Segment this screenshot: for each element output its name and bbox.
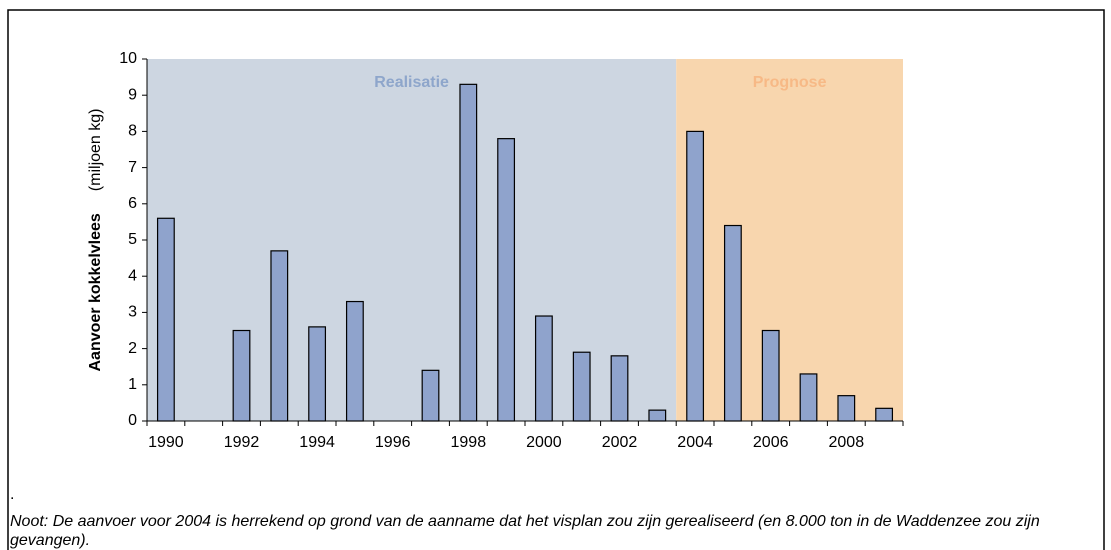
- x-tick-label: 1998: [451, 434, 487, 451]
- x-tick-label: 2006: [753, 434, 789, 451]
- x-tick-label: 1992: [224, 434, 260, 451]
- note: Noot: De aanvoer voor 2004 is herrekend …: [10, 513, 1040, 549]
- region: [676, 59, 903, 421]
- y-tick-label: 4: [128, 267, 137, 284]
- bar: [232, 329, 251, 422]
- y-tick-label: 6: [128, 195, 137, 212]
- x-tick-label: 1994: [299, 434, 335, 451]
- frame: [7, 9, 1105, 550]
- bar: [723, 224, 742, 422]
- region-label: Realisatie: [374, 74, 449, 91]
- region: [147, 59, 677, 421]
- y-tick-label: 0: [128, 412, 137, 429]
- y-tick-label: 3: [128, 304, 137, 321]
- y-tick-label: 2: [128, 340, 137, 357]
- bar: [837, 395, 856, 422]
- y-tick-label: 9: [128, 86, 137, 103]
- bar: [875, 407, 894, 422]
- y-axis-label: Aanvoer kokkelvlees (miljoen kg): [87, 108, 104, 371]
- note-marker: .: [10, 486, 15, 503]
- y-tick-label: 8: [128, 123, 137, 140]
- bar: [497, 138, 516, 422]
- y-tick-label: 1: [128, 376, 137, 393]
- y-tick-label: 7: [128, 159, 137, 176]
- bar: [308, 326, 327, 422]
- bar: [761, 329, 780, 422]
- x-tick-label: 1990: [148, 434, 184, 451]
- bar: [572, 351, 591, 422]
- bar: [345, 300, 364, 422]
- x-tick-label: 1996: [375, 434, 411, 451]
- bar: [686, 130, 705, 422]
- x-tick-label: 2008: [829, 434, 865, 451]
- y-unit: (miljoen kg): [87, 108, 104, 191]
- y-tick-label: 10: [119, 50, 137, 67]
- bar: [156, 217, 175, 422]
- bar: [459, 83, 478, 422]
- region-label: Prognose: [753, 74, 827, 91]
- bar: [799, 373, 818, 422]
- bar: [270, 250, 289, 422]
- bar: [648, 409, 667, 422]
- y-label: Aanvoer kokkelvlees: [87, 213, 104, 371]
- x-tick-label: 2000: [526, 434, 562, 451]
- y-tick-label: 5: [128, 231, 137, 248]
- x-tick-label: 2002: [602, 434, 638, 451]
- bar: [421, 369, 440, 422]
- x-tick-label: 2004: [677, 434, 713, 451]
- bar: [610, 355, 629, 422]
- bar: [534, 315, 553, 422]
